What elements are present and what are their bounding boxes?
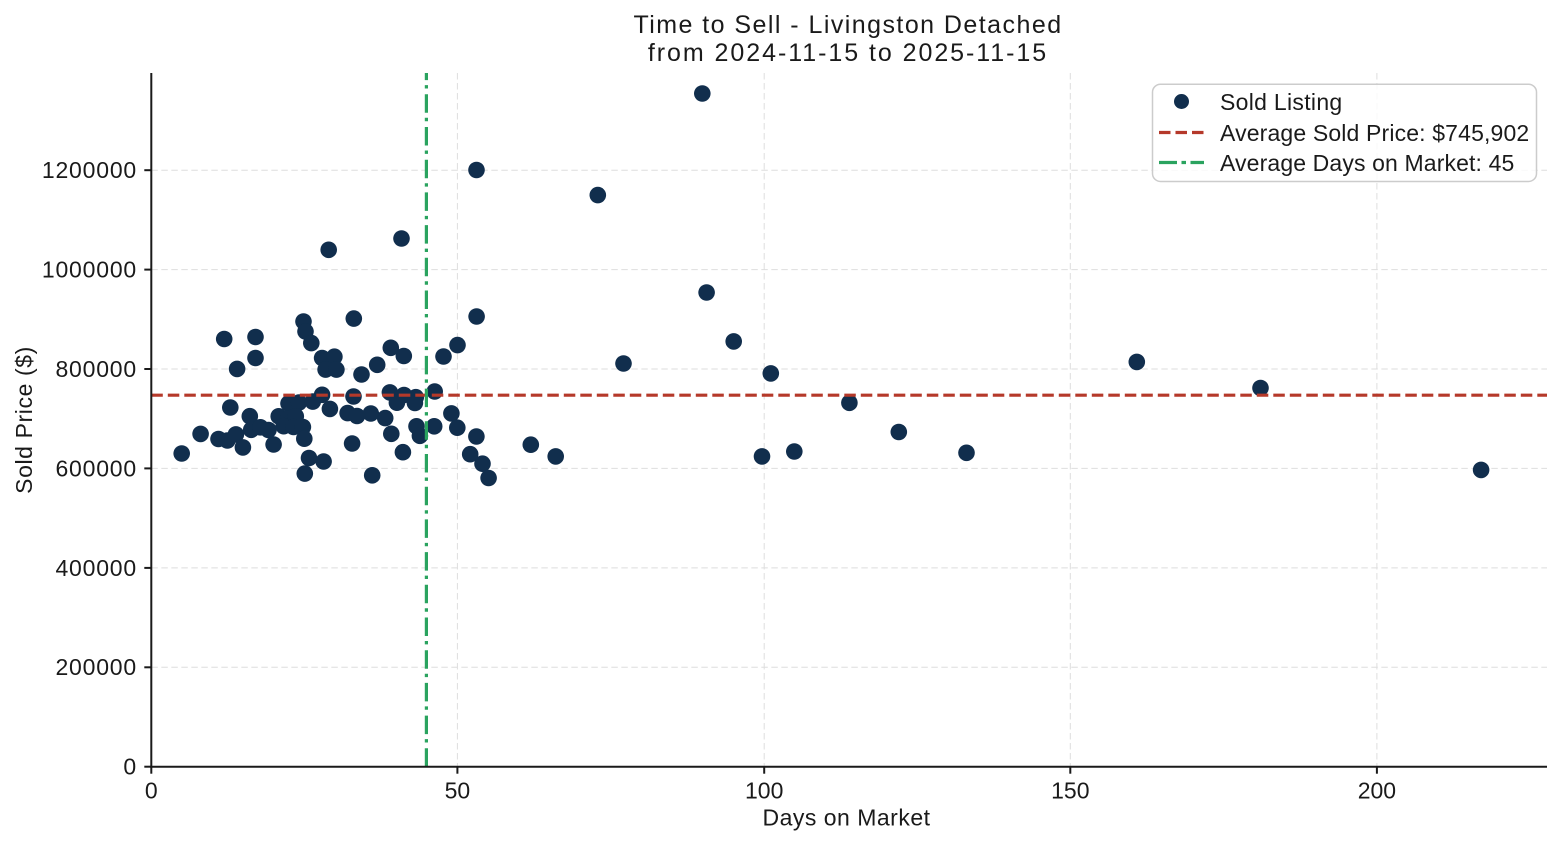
svg-text:200: 200 [1358,778,1396,804]
svg-text:800000: 800000 [55,356,137,382]
svg-text:Days on Market: Days on Market [762,805,930,831]
svg-text:150: 150 [1051,778,1089,804]
svg-text:Sold Price ($): Sold Price ($) [11,346,37,494]
svg-text:Average Days on Market: 45: Average Days on Market: 45 [1220,150,1514,176]
svg-text:Average Sold Price: $745,902: Average Sold Price: $745,902 [1220,120,1529,146]
svg-text:400000: 400000 [55,555,137,581]
svg-text:50: 50 [445,778,471,804]
svg-text:0: 0 [123,754,137,780]
svg-text:1200000: 1200000 [42,157,137,183]
svg-text:200000: 200000 [55,654,137,680]
svg-text:0: 0 [145,778,158,804]
svg-text:from 2024-11-15 to 2025-11-15: from 2024-11-15 to 2025-11-15 [648,39,1048,67]
svg-text:Time to Sell - Livingston Deta: Time to Sell - Livingston Detached [633,11,1062,39]
svg-text:600000: 600000 [55,455,137,481]
svg-text:100: 100 [745,778,783,804]
svg-text:Sold Listing: Sold Listing [1220,89,1343,115]
svg-text:1000000: 1000000 [42,257,137,283]
